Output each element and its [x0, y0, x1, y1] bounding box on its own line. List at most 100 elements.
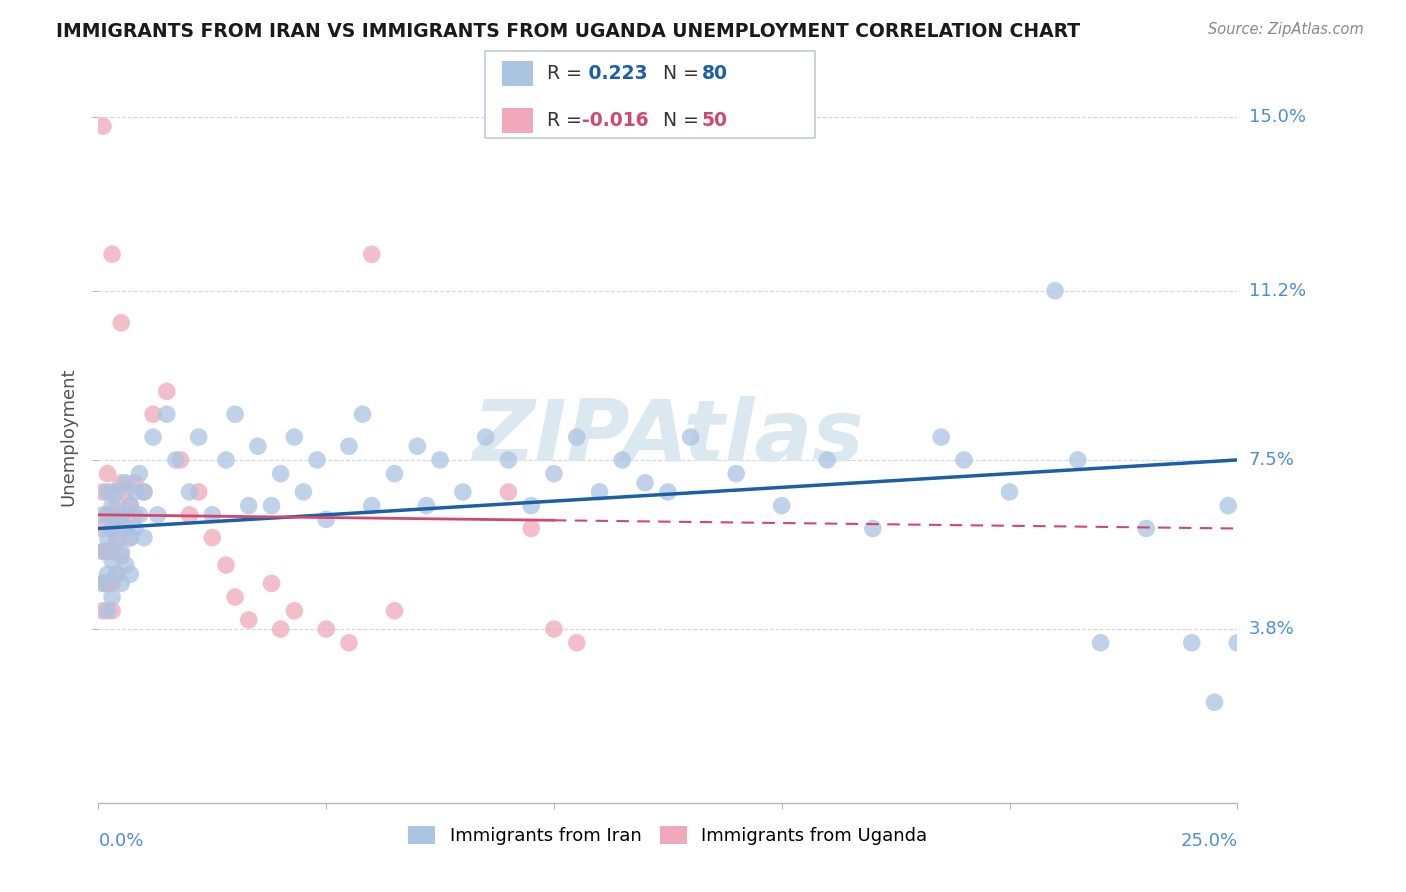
Point [520, 499, 543, 513]
Point [543, 467, 565, 481]
Point [283, 604, 305, 618]
Point [101, 576, 124, 591]
Point [124, 485, 146, 500]
Point [96, 567, 118, 582]
Point [124, 521, 146, 535]
Point [91, 544, 114, 558]
Text: 7.5%: 7.5% [1249, 451, 1295, 469]
Point [238, 613, 260, 627]
Point [246, 439, 269, 453]
Point [224, 590, 246, 604]
Point [352, 407, 374, 421]
Point [215, 453, 238, 467]
Text: 11.2%: 11.2% [1249, 282, 1306, 300]
Point [1067, 453, 1090, 467]
Text: N =: N = [645, 111, 706, 130]
Point [451, 485, 474, 500]
Point [101, 499, 124, 513]
Point [634, 475, 657, 490]
Text: Source: ZipAtlas.com: Source: ZipAtlas.com [1208, 22, 1364, 37]
Point [270, 622, 292, 636]
Point [292, 485, 315, 500]
Point [187, 430, 209, 444]
Point [337, 636, 360, 650]
Text: 0.223: 0.223 [582, 63, 648, 83]
Text: -0.016: -0.016 [582, 111, 648, 130]
Point [124, 508, 146, 522]
Point [612, 453, 634, 467]
Point [201, 531, 224, 545]
Point [110, 549, 132, 563]
Point [105, 567, 128, 582]
Point [101, 604, 124, 618]
Point [101, 553, 124, 567]
Point [498, 485, 520, 500]
Point [110, 508, 132, 522]
Text: 0.0%: 0.0% [98, 832, 143, 850]
Point [156, 407, 179, 421]
Text: 50: 50 [702, 111, 727, 130]
Point [384, 604, 406, 618]
Point [215, 558, 238, 573]
Point [96, 467, 118, 481]
Point [1090, 636, 1112, 650]
Point [128, 508, 150, 522]
Point [283, 430, 305, 444]
Point [110, 512, 132, 526]
Point [105, 512, 128, 526]
Point [114, 485, 136, 500]
Point [120, 499, 142, 513]
Point [953, 453, 976, 467]
Point [96, 576, 118, 591]
Point [1181, 636, 1204, 650]
Point [179, 508, 201, 522]
Point [384, 467, 406, 481]
Point [270, 467, 292, 481]
Point [337, 439, 360, 453]
Point [114, 475, 136, 490]
Point [142, 430, 165, 444]
Point [110, 544, 132, 558]
Point [120, 531, 142, 545]
Point [91, 508, 114, 522]
Point [101, 247, 124, 261]
Point [91, 576, 114, 591]
Text: 15.0%: 15.0% [1249, 108, 1306, 126]
Point [429, 453, 451, 467]
Point [474, 430, 496, 444]
Point [415, 499, 437, 513]
Point [105, 485, 128, 500]
Point [260, 576, 283, 591]
Legend: Immigrants from Iran, Immigrants from Uganda: Immigrants from Iran, Immigrants from Ug… [408, 826, 928, 845]
Point [114, 558, 136, 573]
Point [91, 521, 114, 535]
Point [114, 521, 136, 535]
Point [96, 485, 118, 500]
Point [101, 521, 124, 535]
Point [110, 316, 132, 330]
Point [238, 499, 260, 513]
Point [360, 247, 382, 261]
Point [132, 485, 155, 500]
Point [114, 521, 136, 535]
Point [91, 604, 114, 618]
Text: IMMIGRANTS FROM IRAN VS IMMIGRANTS FROM UGANDA UNEMPLOYMENT CORRELATION CHART: IMMIGRANTS FROM IRAN VS IMMIGRANTS FROM … [56, 22, 1080, 41]
Point [120, 567, 142, 582]
Point [565, 430, 588, 444]
Point [146, 508, 169, 522]
Point [101, 485, 124, 500]
Point [101, 521, 124, 535]
Point [132, 485, 155, 500]
Point [96, 531, 118, 545]
Point [520, 521, 543, 535]
Point [1135, 521, 1157, 535]
Point [105, 531, 128, 545]
Point [1226, 636, 1249, 650]
Y-axis label: Unemployment: Unemployment [59, 368, 77, 507]
Point [179, 485, 201, 500]
Point [588, 485, 610, 500]
Point [307, 453, 329, 467]
Point [91, 120, 114, 134]
Point [1218, 499, 1240, 513]
Point [110, 576, 132, 591]
